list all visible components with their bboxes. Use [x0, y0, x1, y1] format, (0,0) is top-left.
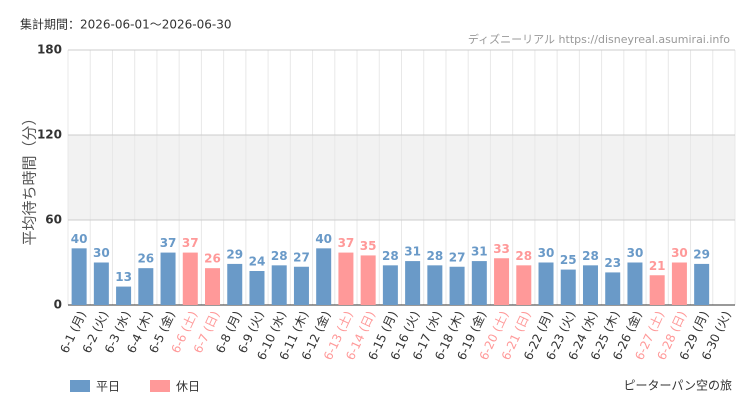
- source: ディズニーリアル https://disneyreal.asumirai.inf…: [468, 32, 730, 46]
- legend-label: 休日: [176, 380, 200, 394]
- bar: [405, 261, 421, 305]
- bar: [627, 262, 643, 305]
- bar: [182, 252, 198, 305]
- y-tick-label: 120: [37, 128, 62, 142]
- bar: [560, 269, 576, 305]
- bar: [249, 271, 265, 305]
- bar: [671, 262, 687, 305]
- y-tick-label: 180: [37, 43, 62, 57]
- bar: [360, 255, 376, 305]
- bar: [605, 272, 621, 305]
- y-tick-label: 0: [54, 298, 62, 312]
- value-label: 30: [671, 246, 688, 260]
- legend-swatch: [150, 380, 170, 392]
- legend-swatch: [70, 380, 90, 392]
- value-label: 37: [338, 236, 355, 250]
- value-label: 31: [404, 245, 421, 259]
- bar: [116, 286, 132, 305]
- bar: [649, 275, 665, 305]
- value-label: 28: [515, 249, 532, 263]
- value-label: 28: [582, 249, 599, 263]
- value-label: 28: [271, 249, 288, 263]
- subtitle: 集計期間：2026-06-01～2026-06-30: [20, 17, 231, 32]
- value-label: 27: [293, 250, 310, 264]
- value-label: 33: [493, 242, 510, 256]
- bar: [293, 266, 309, 305]
- value-label: 23: [604, 256, 621, 270]
- bar: [427, 265, 443, 305]
- bar: [382, 265, 398, 305]
- value-label: 40: [315, 232, 332, 246]
- bar: [316, 248, 332, 305]
- bar: [160, 252, 176, 305]
- value-label: 26: [137, 252, 154, 266]
- bar: [449, 266, 465, 305]
- value-label: 30: [627, 246, 644, 260]
- value-label: 29: [226, 247, 243, 261]
- value-label: 37: [160, 236, 177, 250]
- bar: [205, 268, 221, 305]
- value-label: 40: [71, 232, 88, 246]
- bar: [582, 265, 598, 305]
- bar: [271, 265, 287, 305]
- value-label: 21: [649, 259, 666, 273]
- value-label: 37: [182, 236, 199, 250]
- bar: [694, 263, 710, 305]
- value-label: 24: [249, 255, 266, 269]
- bar: [338, 252, 354, 305]
- bar: [538, 262, 554, 305]
- value-label: 26: [204, 252, 221, 266]
- value-label: 13: [115, 270, 132, 284]
- bar: [71, 248, 87, 305]
- y-tick-label: 60: [45, 213, 62, 227]
- y-axis-label: 平均待ち時間（分）: [21, 110, 39, 245]
- value-label: 30: [93, 246, 110, 260]
- value-label: 28: [426, 249, 443, 263]
- legend-label: 平日: [96, 380, 120, 394]
- bar: [471, 261, 487, 305]
- value-label: 31: [471, 245, 488, 259]
- value-label: 29: [693, 247, 710, 261]
- value-label: 27: [449, 250, 466, 264]
- value-label: 30: [538, 246, 555, 260]
- bar: [494, 258, 510, 305]
- bar: [227, 263, 243, 305]
- value-label: 28: [382, 249, 399, 263]
- value-label: 35: [360, 239, 377, 253]
- value-label: 25: [560, 253, 577, 267]
- chart-title: ピーターパン空の旅: [624, 379, 732, 393]
- bar: [93, 262, 109, 305]
- bar: [138, 268, 154, 305]
- bar: [516, 265, 532, 305]
